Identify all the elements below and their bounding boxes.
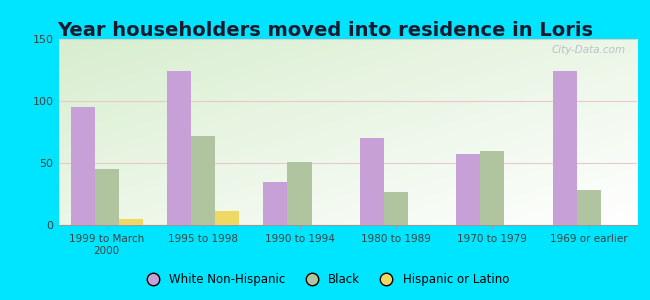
Bar <box>119 219 143 225</box>
Bar <box>577 190 601 225</box>
Bar <box>384 191 408 225</box>
Bar <box>287 162 311 225</box>
Bar <box>456 154 480 225</box>
Bar <box>95 169 119 225</box>
Bar <box>215 212 239 225</box>
Bar <box>71 107 95 225</box>
Bar <box>360 138 384 225</box>
Bar <box>480 151 504 225</box>
Bar <box>167 71 191 225</box>
Text: Year householders moved into residence in Loris: Year householders moved into residence i… <box>57 21 593 40</box>
Bar <box>552 71 577 225</box>
Legend: White Non-Hispanic, Black, Hispanic or Latino: White Non-Hispanic, Black, Hispanic or L… <box>136 269 514 291</box>
Text: City-Data.com: City-Data.com <box>551 45 625 55</box>
Bar <box>263 182 287 225</box>
Bar <box>191 136 215 225</box>
